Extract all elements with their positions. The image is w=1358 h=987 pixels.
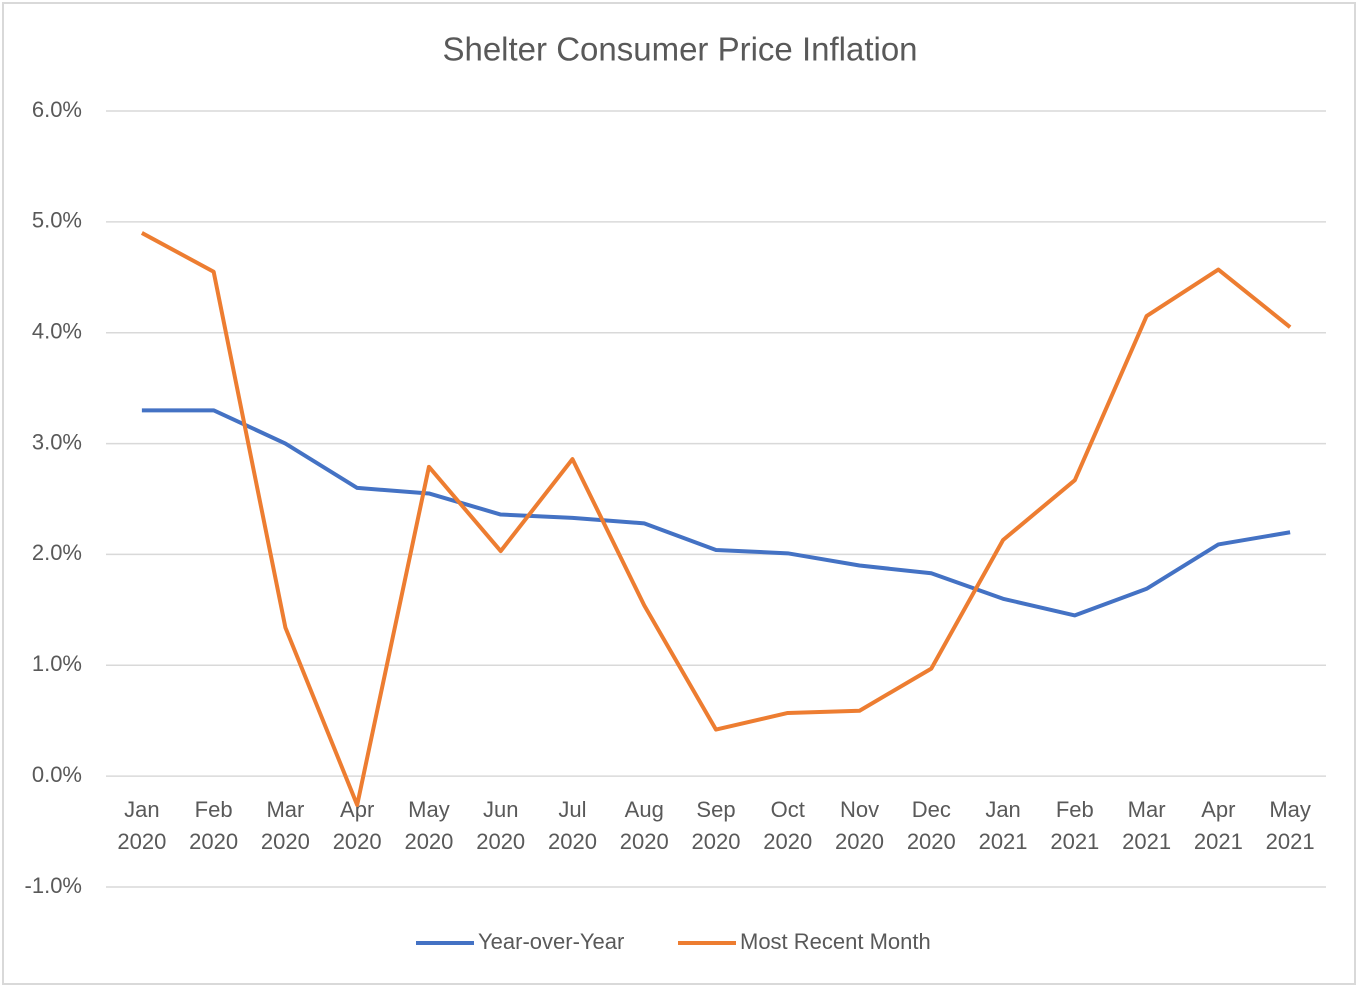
x-tick-label: Jan 2021 bbox=[979, 797, 1028, 854]
y-tick-label: 6.0% bbox=[32, 97, 82, 122]
y-tick-label: 0.0% bbox=[32, 762, 82, 787]
x-tick-label: Apr 2020 bbox=[333, 797, 382, 854]
x-tick-label: Mar 2020 bbox=[261, 797, 310, 854]
x-tick-label: May 2020 bbox=[404, 797, 453, 854]
x-tick-label: Aug 2020 bbox=[620, 797, 669, 854]
x-tick-label: Jun 2020 bbox=[476, 797, 525, 854]
y-tick-label: 2.0% bbox=[32, 540, 82, 565]
x-tick-label: Jul 2020 bbox=[548, 797, 597, 854]
x-tick-label: Feb 2021 bbox=[1050, 797, 1099, 854]
y-tick-label: 1.0% bbox=[32, 651, 82, 676]
y-tick-label: 5.0% bbox=[32, 208, 82, 233]
y-tick-label: -1.0% bbox=[25, 873, 82, 898]
line-series bbox=[140, 231, 1292, 807]
x-tick-label: Oct 2020 bbox=[763, 797, 812, 854]
y-tick-label: 4.0% bbox=[32, 319, 82, 344]
x-tick-label: Sep 2020 bbox=[692, 797, 741, 854]
x-tick-label: Apr 2021 bbox=[1194, 797, 1243, 854]
y-tick-label: 3.0% bbox=[32, 429, 82, 454]
legend-label: Most Recent Month bbox=[740, 929, 931, 954]
x-tick-label: May 2021 bbox=[1266, 797, 1315, 854]
x-tick-label: Jan 2020 bbox=[117, 797, 166, 854]
x-tick-label: Mar 2021 bbox=[1122, 797, 1171, 854]
x-tick-label: Feb 2020 bbox=[189, 797, 238, 854]
legend-label: Year-over-Year bbox=[478, 929, 624, 954]
x-tick-label: Dec 2020 bbox=[907, 797, 956, 854]
x-tick-label: Nov 2020 bbox=[835, 797, 884, 854]
line-series bbox=[141, 408, 1291, 618]
chart-title: Shelter Consumer Price Inflation bbox=[442, 31, 917, 68]
